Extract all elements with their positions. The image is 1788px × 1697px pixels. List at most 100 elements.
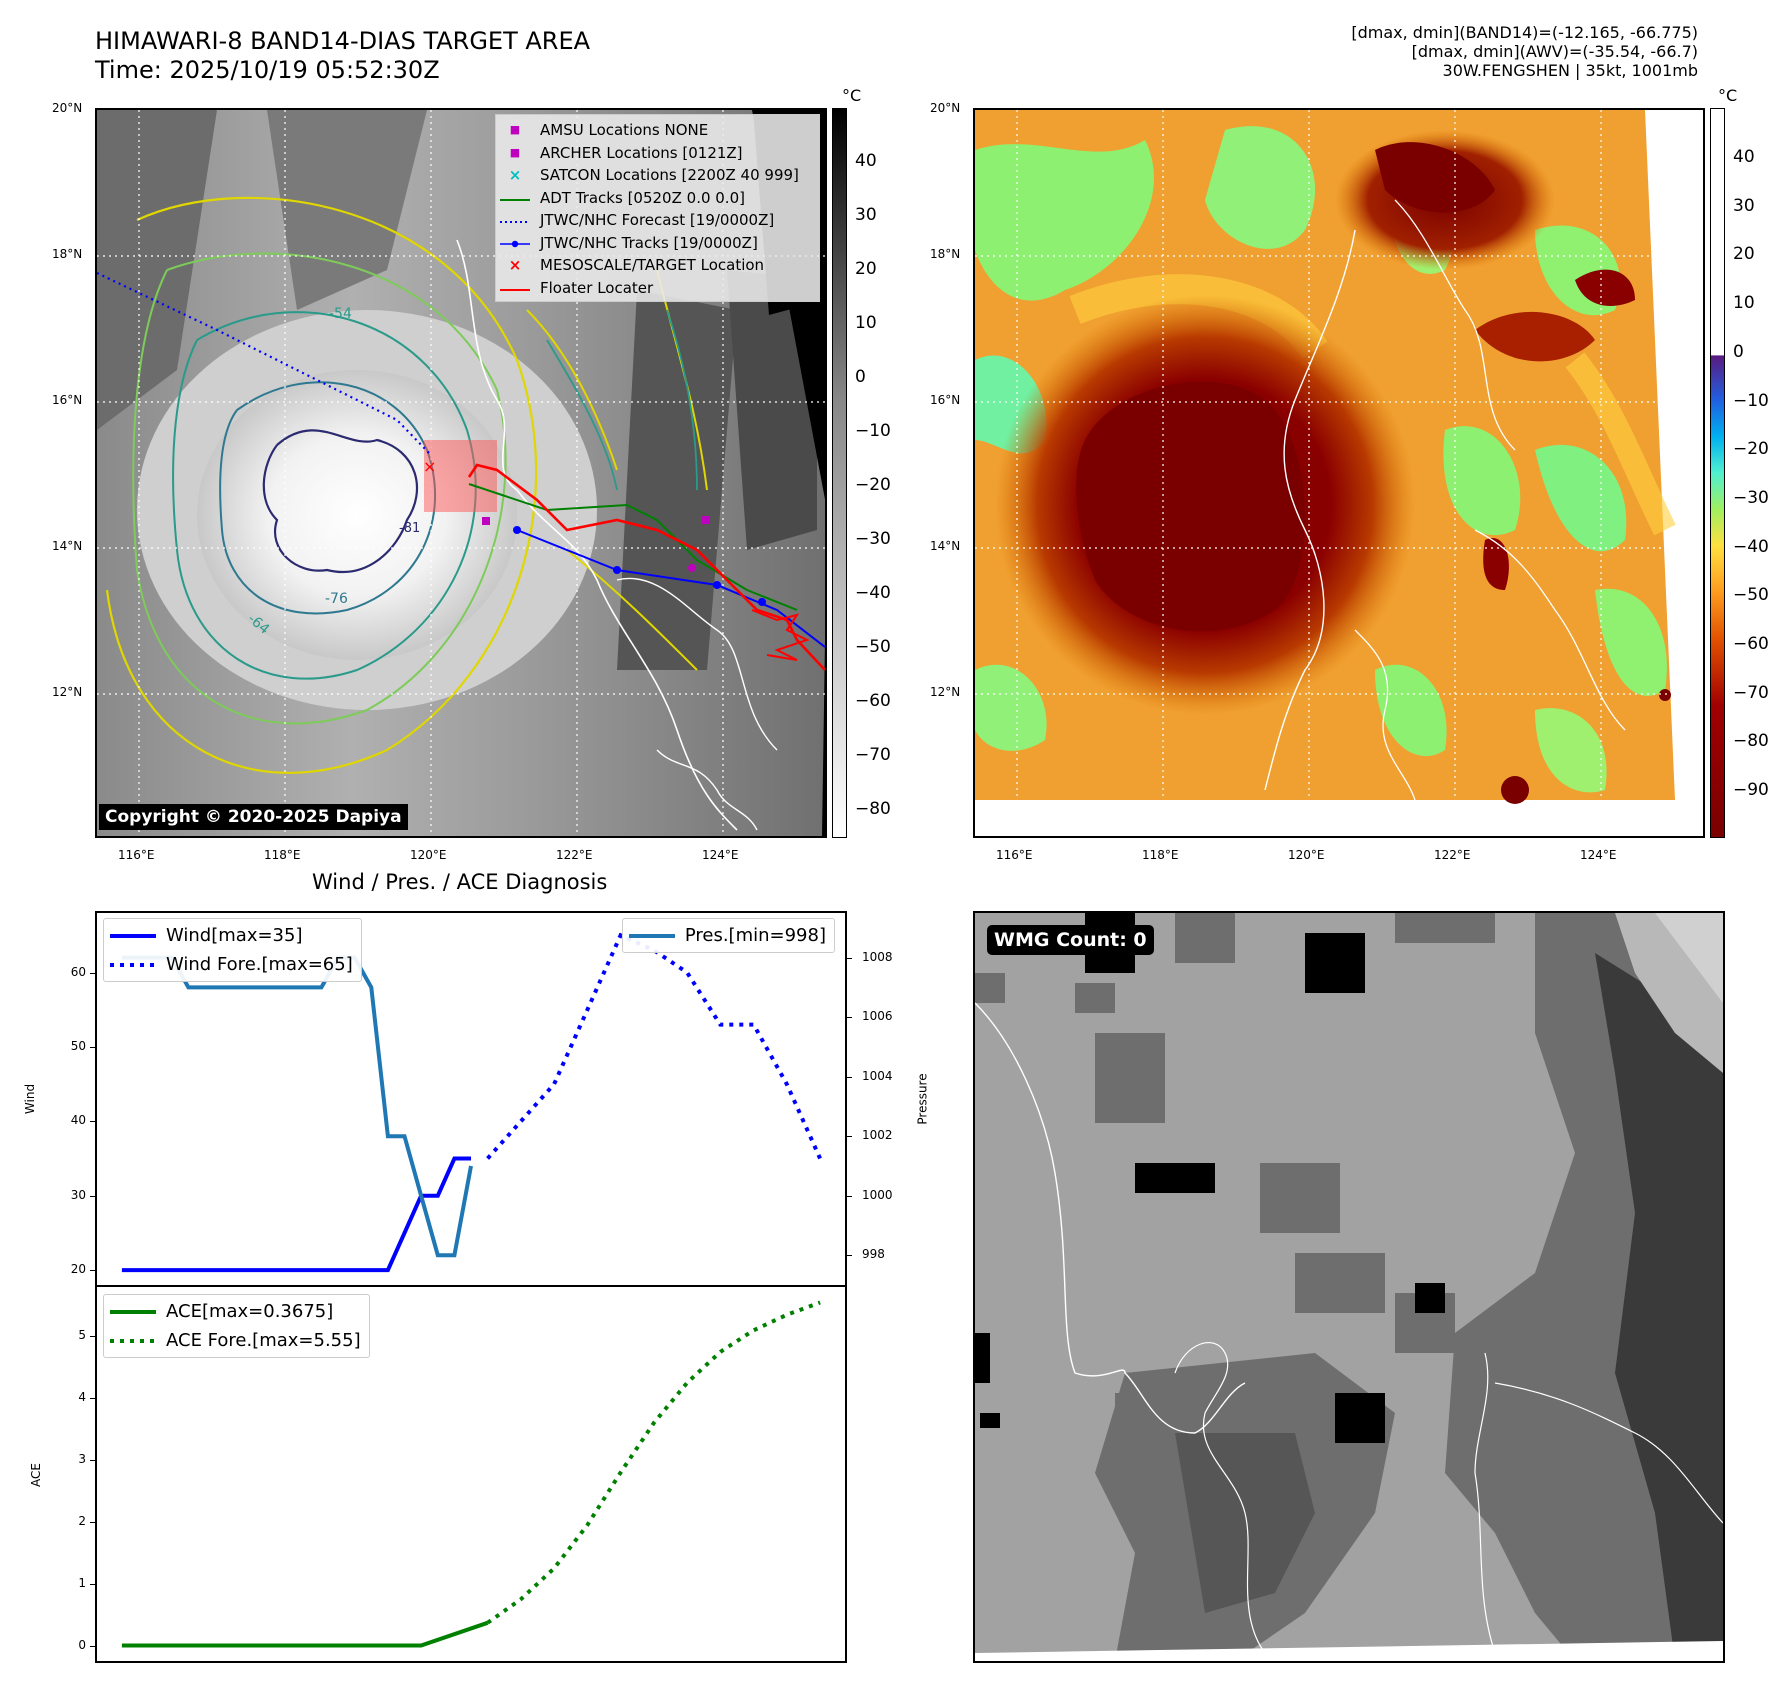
ace-tick-label: 2 xyxy=(78,1513,86,1528)
wv-colorbar-tick: −90 xyxy=(1733,780,1769,801)
legend-adt: ADT Tracks [0520Z 0.0 0.0] xyxy=(500,188,745,207)
ir-colorbar-tick: 20 xyxy=(855,259,877,279)
ace-tick-mark xyxy=(90,1645,95,1647)
ir-lat-14: 14°N xyxy=(52,539,83,553)
ace-axis-label: ACE xyxy=(28,1463,43,1487)
ir-lon-120: 120°E xyxy=(410,848,447,862)
ace-tick-mark xyxy=(90,1336,95,1338)
wind-tick-label: 50 xyxy=(70,1038,86,1053)
ir-colorbar-tick: −80 xyxy=(855,799,891,819)
wmg-panel: WMG Count: 0 xyxy=(973,911,1725,1663)
wv-lon-124: 124°E xyxy=(1580,848,1617,862)
series-wind-fore- xyxy=(486,932,822,1160)
legend-pres: Pres.[min=998] xyxy=(628,925,826,946)
legend-archer: ■ ARCHER Locations [0121Z] xyxy=(509,143,743,162)
meta-storm: 30W.FENGSHEN | 35kt, 1001mb xyxy=(1442,61,1698,80)
ir-legend: ■ AMSU Locations NONE ■ ARCHER Locations [… xyxy=(495,114,820,302)
wv-lon-116: 116°E xyxy=(996,848,1033,862)
ace-tick-label: 5 xyxy=(78,1328,86,1343)
wv-colorbar-tick: 20 xyxy=(1733,244,1755,265)
pres-tick-label: 1006 xyxy=(862,1009,893,1024)
copyright-label: Copyright © 2020-2025 Dapiya xyxy=(99,804,408,830)
legend-satcon: × SATCON Locations [2200Z 40 999] xyxy=(508,166,799,184)
pres-tick-label: 1004 xyxy=(862,1068,893,1083)
ir-colorbar-tick: 30 xyxy=(855,205,877,225)
wv-lon-118: 118°E xyxy=(1142,848,1179,862)
wind-tick-label: 40 xyxy=(70,1113,86,1128)
svg-text:×: × xyxy=(423,457,436,476)
ace-tick-label: 0 xyxy=(78,1637,86,1652)
ir-lat-18: 18°N xyxy=(52,247,83,261)
wv-colorbar xyxy=(1710,108,1725,838)
wind-tick-mark xyxy=(90,1046,95,1048)
ir-colorbar-unit: °C xyxy=(842,86,862,105)
wv-map-panel xyxy=(973,108,1705,838)
ir-colorbar-tick: 0 xyxy=(855,367,866,387)
ir-lat-12: 12°N xyxy=(52,685,83,699)
wv-map-image xyxy=(975,110,1703,836)
series-pres- xyxy=(121,955,473,1258)
wind-tick-mark xyxy=(90,1195,95,1197)
wind-tick-mark xyxy=(90,1270,95,1272)
wv-colorbar-tick: 10 xyxy=(1733,293,1755,314)
page-time: Time: 2025/10/19 05:52:30Z xyxy=(95,56,440,84)
series-ace-fore- xyxy=(486,1300,821,1625)
ace-tick-mark xyxy=(90,1521,95,1523)
series-wind xyxy=(121,1156,471,1273)
pres-tick-mark xyxy=(847,1195,852,1197)
ir-lon-124: 124°E xyxy=(702,848,739,862)
ace-chart xyxy=(121,1300,821,1648)
legend-wind-forecast: Wind Fore.[max=65] xyxy=(110,954,353,975)
ir-lon-116: 116°E xyxy=(118,848,155,862)
ir-colorbar-tick: −30 xyxy=(855,529,891,549)
wv-colorbar-tick: 30 xyxy=(1733,195,1755,216)
legend-mesoscale: × MESOSCALE/TARGET Location xyxy=(508,256,765,274)
ace-tick-label: 3 xyxy=(78,1452,86,1467)
pres-tick-label: 1000 xyxy=(862,1187,893,1202)
ir-colorbar-tick: 10 xyxy=(855,313,877,333)
wv-lat-16: 16°N xyxy=(930,393,961,407)
ir-colorbar-tick: 40 xyxy=(855,151,877,171)
wv-colorbar-tick: −60 xyxy=(1733,634,1769,654)
ir-colorbar xyxy=(832,108,847,838)
pres-tick-mark xyxy=(847,957,852,959)
wv-lat-18: 18°N xyxy=(930,247,961,261)
wind-tick-mark xyxy=(90,1121,95,1123)
contour-label-76: -76 xyxy=(325,591,348,607)
wv-colorbar-tick: −20 xyxy=(1733,439,1769,460)
wv-lat-14: 14°N xyxy=(930,539,961,553)
ace-legend: ACE[max=0.3675] ACE Fore.[max=5.55] xyxy=(103,1294,370,1358)
page-title: HIMAWARI-8 BAND14-DIAS TARGET AREA xyxy=(95,27,591,55)
legend-wind: Wind[max=35] xyxy=(110,925,303,946)
wv-colorbar-tick: 40 xyxy=(1733,147,1755,167)
pres-tick-mark xyxy=(847,1136,852,1138)
ace-tick-mark xyxy=(90,1460,95,1462)
ir-colorbar-tick: −60 xyxy=(855,691,891,711)
ace-tick-label: 4 xyxy=(78,1390,86,1405)
wind-tick-mark xyxy=(90,972,95,974)
wind-tick-label: 30 xyxy=(70,1187,86,1202)
contour-label-54: -54 xyxy=(329,306,352,322)
meta-band14: [dmax, dmin](BAND14)=(-12.165, -66.775) xyxy=(1351,23,1698,42)
ir-colorbar-tick: −40 xyxy=(855,583,891,603)
wv-colorbar-unit: °C xyxy=(1718,86,1738,105)
legend-ace-forecast: ACE Fore.[max=5.55] xyxy=(110,1330,361,1351)
ir-colorbar-tick: −70 xyxy=(855,745,891,765)
wv-lon-120: 120°E xyxy=(1288,848,1325,862)
pres-tick-mark xyxy=(847,1076,852,1078)
ir-colorbar-tick: −50 xyxy=(855,637,891,657)
ace-tick-mark xyxy=(90,1583,95,1585)
wmg-image xyxy=(975,913,1723,1661)
wv-colorbar-tick: −10 xyxy=(1733,390,1769,411)
wv-colorbar-tick: 0 xyxy=(1733,341,1744,362)
ace-panel: ACE[max=0.3675] ACE Fore.[max=5.55] xyxy=(95,1285,847,1663)
ir-lon-118: 118°E xyxy=(264,848,301,862)
pres-tick-label: 1002 xyxy=(862,1128,893,1143)
contour-label-81: -81 xyxy=(399,521,420,536)
meta-info: [dmax, dmin](BAND14)=(-12.165, -66.775) … xyxy=(1351,23,1698,80)
wv-lon-122: 122°E xyxy=(1434,848,1471,862)
ir-colorbar-tick: −20 xyxy=(855,475,891,495)
pres-legend: Pres.[min=998] xyxy=(621,918,835,953)
wind-pres-panel: Wind[max=35] Wind Fore.[max=65] Pres.[mi… xyxy=(95,911,847,1287)
pressure-axis-label: Pressure xyxy=(915,1073,930,1125)
